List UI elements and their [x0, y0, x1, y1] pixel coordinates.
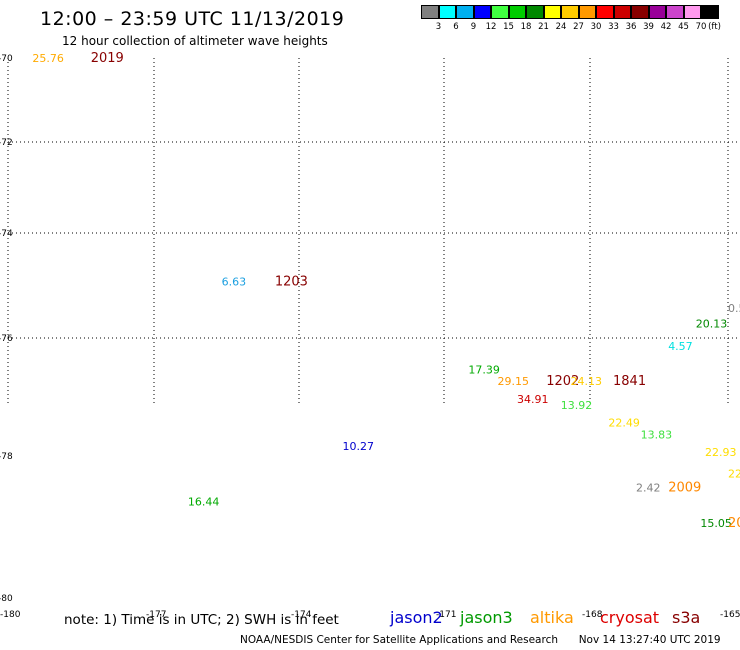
legend-jason2: jason2 [390, 608, 443, 627]
scale-swatch [613, 5, 631, 19]
footer-timestamp: Nov 14 13:27:40 UTC 2019 [578, 634, 721, 646]
wave-height-label: 13.92 [561, 399, 593, 412]
scale-swatch [456, 5, 474, 19]
scale-label: 30 [590, 22, 602, 32]
lat-label: -76 [0, 334, 13, 344]
wave-height-label: 34.91 [517, 393, 549, 406]
lon-label: -165 [720, 610, 740, 620]
scale-label: 39 [643, 22, 654, 32]
wave-height-label: 22.93 [705, 446, 737, 459]
page-title: 12:00 – 23:59 UTC 11/13/2019 [40, 8, 345, 30]
wave-height-label: 25.76 [32, 52, 64, 65]
scale-swatch [508, 5, 526, 19]
wave-height-label: 6.63 [222, 276, 247, 289]
scale-swatch [631, 5, 649, 19]
scale-swatch [526, 5, 544, 19]
page-subtitle: 12 hour collection of altimeter wave hei… [62, 34, 328, 48]
wave-height-label: 22.37 [728, 467, 740, 480]
scale-label: 12 [485, 22, 497, 32]
wave-height-label: 2019 [91, 51, 124, 66]
scale-swatch [683, 5, 701, 19]
wave-height-label: 20.13 [696, 318, 728, 331]
lat-label: -72 [0, 138, 13, 148]
scale-label: 33 [608, 22, 619, 32]
scale-label: 27 [573, 22, 584, 32]
scale-label: 45 [678, 22, 689, 32]
legend-s3a-label: s3a [672, 608, 701, 627]
scale-swatch [578, 5, 596, 19]
wave-height-label: 2008 [728, 516, 740, 531]
legend-s3a: s3a [672, 608, 700, 627]
scale-swatch [421, 5, 439, 19]
wave-height-label: 1202 [546, 374, 579, 389]
wave-height-label: 22.49 [608, 417, 640, 430]
wave-height-label: 0.59 [728, 302, 740, 315]
scale-swatch [491, 5, 509, 19]
wave-height-label: 24.13 [571, 375, 603, 388]
legend-jason3: jason3 [460, 608, 513, 627]
scale-label: 9 [470, 22, 477, 32]
lon-label: -168 [582, 610, 603, 620]
scale-swatch [473, 5, 491, 19]
wave-height-label: 16.44 [188, 496, 220, 509]
scale-swatch [438, 5, 456, 19]
wave-height-label: 4.57 [668, 340, 693, 353]
wave-height-label: 10.27 [343, 440, 375, 453]
lon-label: -171 [436, 610, 456, 620]
scale-label: 36 [625, 22, 637, 32]
scale-swatch [666, 5, 684, 19]
lat-label: -80 [0, 594, 13, 604]
lat-label: -74 [0, 229, 13, 239]
scale-swatch [596, 5, 614, 19]
wave-height-label: 29.15 [498, 375, 530, 388]
lon-label: -174 [291, 610, 312, 620]
scale-label: 6 [453, 22, 459, 32]
wave-height-label: 2.42 [636, 482, 661, 495]
lat-label: -70 [0, 54, 13, 64]
wave-height-label: 17.39 [468, 363, 500, 376]
scale-swatch [701, 5, 719, 19]
footer-credit: NOAA/NESDIS Center for Satellite Applica… [240, 634, 558, 646]
scale-label: 24 [555, 22, 567, 32]
legend-cryosat-label: cryosat [600, 608, 660, 627]
scale-label: (ft) [708, 22, 721, 32]
wave-height-label: 2009 [668, 481, 701, 496]
lon-label: -180 [0, 610, 21, 620]
footer: NOAA/NESDIS Center for Satellite Applica… [240, 634, 721, 646]
scale-label: 21 [538, 22, 549, 32]
scale-swatch [543, 5, 561, 19]
legend-jason2-label: jason2 [390, 608, 443, 627]
scale-label: 42 [660, 22, 672, 32]
color-scale [421, 5, 719, 19]
color-scale-labels: 3 6 9 12 15 18 21 24 27 30 33 36 39 42 45 70 (ft) [421, 22, 740, 34]
scale-label: 3 [435, 22, 442, 32]
wave-height-label: 1841 [613, 374, 646, 389]
wave-height-label: 1203 [275, 275, 308, 290]
legend-altika: altika [530, 608, 574, 627]
lat-label: -78 [0, 452, 13, 462]
scale-swatch [648, 5, 666, 19]
scale-label: 15 [503, 22, 514, 32]
wave-height-label: 13.83 [641, 428, 673, 441]
legend-jason3-label: jason3 [460, 608, 513, 627]
legend-cryosat: cryosat [600, 608, 659, 627]
legend-altika-label: altika [530, 608, 574, 627]
scale-swatch [561, 5, 579, 19]
lon-label: -177 [146, 610, 166, 620]
scale-label: 18 [520, 22, 532, 32]
legend-note: note: 1) Time is in UTC; 2) SWH is in fe… [64, 612, 339, 628]
scale-label: 70 [695, 22, 707, 32]
wave-height-label: 15.05 [700, 517, 732, 530]
